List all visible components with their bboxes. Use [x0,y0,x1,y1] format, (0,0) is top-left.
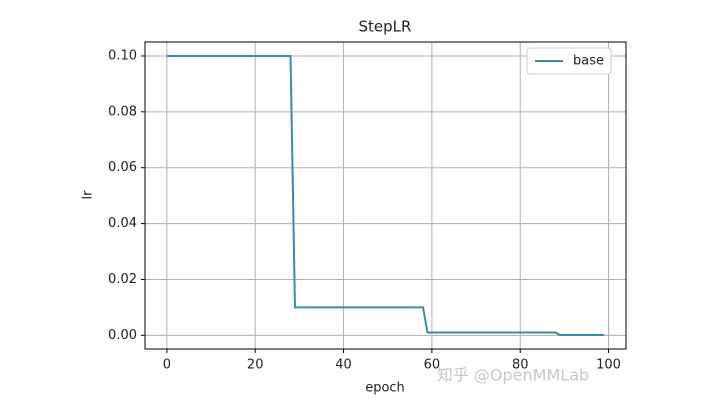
plot-frame [144,41,627,350]
y-tick-label: 0.00 [108,328,137,343]
x-tick-label: 100 [596,358,621,373]
x-tick-label: 80 [512,358,529,373]
chart-title: StepLR [359,18,412,36]
x-tick-label: 60 [424,358,441,373]
y-axis-label: lr [81,190,96,200]
y-tick-label: 0.02 [108,272,137,287]
y-tick-label: 0.04 [108,216,137,231]
y-tick-label: 0.08 [108,104,137,119]
x-tick-label: 0 [163,358,171,373]
legend-label: base [573,54,604,69]
x-axis-label: epoch [365,381,405,396]
watermark: 知乎 @OpenMMLab [437,366,589,385]
x-tick-label: 20 [247,358,264,373]
line [166,54,605,337]
y-tick-label: 0.10 [108,48,137,63]
y-tick-label: 0.06 [108,160,137,175]
legend-box [526,47,612,75]
x-tick-label: 40 [335,358,352,373]
